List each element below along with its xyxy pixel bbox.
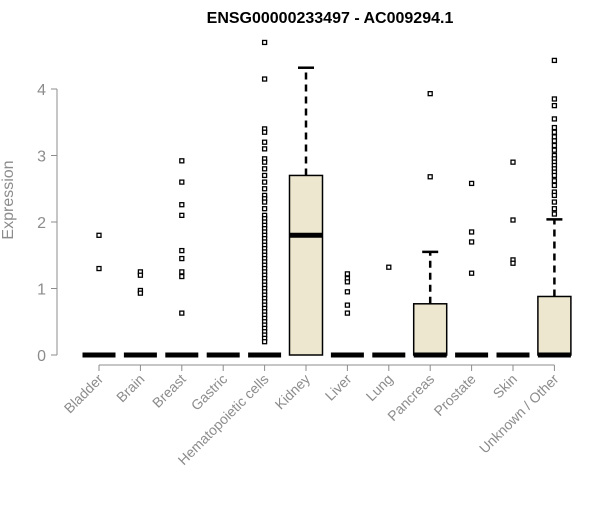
outlier-point: [551, 57, 558, 64]
box-skin: [496, 159, 530, 358]
x-tick-label: Liver: [322, 371, 355, 404]
outlier-point: [261, 199, 268, 205]
outlier-point: [551, 116, 558, 122]
box-pancreas: [412, 91, 448, 358]
outlier-point: [551, 206, 558, 212]
outlier-point: [468, 239, 475, 245]
outlier-point: [179, 255, 185, 262]
y-tick-label: 2: [37, 215, 46, 232]
box-unknown-other: [537, 57, 572, 358]
outlier-point: [137, 272, 144, 278]
outlier-point: [96, 232, 102, 238]
outlier-point: [551, 199, 558, 205]
outlier-point: [179, 273, 185, 280]
y-tick-label: 0: [37, 348, 46, 365]
outlier-point: [179, 212, 185, 219]
outlier-point: [344, 302, 351, 308]
outlier-point: [344, 289, 351, 295]
outlier-point: [261, 179, 268, 185]
outlier-point: [137, 290, 144, 296]
x-tick-label: Brain: [113, 371, 147, 405]
x-tick-label: Prostate: [431, 371, 479, 419]
outlier-point: [179, 179, 185, 185]
y-tick-label: 3: [37, 149, 46, 166]
box-bladder: [82, 232, 116, 358]
outlier-point: [179, 310, 185, 316]
outlier-point: [179, 269, 185, 275]
y-axis-label: Expression: [0, 160, 17, 239]
outlier-point: [261, 159, 268, 165]
outlier-point: [344, 271, 351, 277]
y-tick-label: 4: [37, 82, 46, 99]
outlier-point: [551, 182, 558, 189]
y-tick-label: 1: [37, 282, 46, 299]
outlier-point: [551, 129, 558, 135]
box-body: [288, 174, 324, 356]
outlier-point: [551, 147, 558, 153]
outlier-point: [510, 217, 516, 223]
outlier-point: [179, 247, 185, 254]
outlier-point: [551, 178, 558, 184]
outlier-point: [261, 129, 268, 135]
outlier-point: [179, 202, 185, 208]
outlier-point: [179, 158, 185, 164]
box-series: [82, 39, 572, 358]
outlier-point: [261, 139, 268, 145]
outlier-point: [551, 124, 558, 131]
outlier-point: [261, 206, 268, 212]
box-liver: [330, 271, 364, 358]
box-prostate: [455, 180, 489, 358]
x-tick-label: Kidney: [272, 371, 314, 413]
box-body: [412, 303, 448, 356]
outlier-point: [468, 229, 475, 235]
chart-title: ENSG00000233497 - AC009294.1: [207, 10, 454, 27]
outlier-point: [551, 192, 558, 199]
outlier-point: [551, 142, 558, 149]
outlier-point: [261, 166, 268, 172]
outlier-point: [510, 159, 516, 165]
outlier-point: [261, 339, 268, 345]
x-tick-label: Breast: [149, 371, 189, 411]
box-body: [537, 295, 572, 356]
y-axis: 0 1 2 3 4: [37, 82, 58, 365]
outlier-point: [427, 91, 433, 97]
outlier-point: [427, 174, 433, 180]
outlier-point: [551, 172, 558, 179]
outlier-point: [551, 138, 558, 144]
outlier-point: [261, 146, 268, 152]
outlier-point: [344, 279, 351, 285]
outlier-point: [386, 264, 392, 270]
outlier-point: [261, 76, 268, 82]
outlier-point: [468, 270, 475, 276]
outlier-point: [551, 96, 558, 102]
x-tick-label: Lung: [363, 371, 396, 404]
box-brain: [123, 269, 157, 358]
outlier-point: [551, 211, 558, 217]
box-kidney: [288, 66, 324, 356]
x-tick-label: Unknown / Other: [476, 371, 562, 457]
outlier-point: [96, 265, 102, 272]
outlier-point: [344, 310, 351, 316]
x-tick-label: Bladder: [61, 371, 107, 417]
outlier-point: [510, 260, 516, 266]
outlier-point: [261, 186, 268, 192]
x-tick-label: Skin: [490, 371, 521, 402]
outlier-point: [551, 102, 558, 109]
box-lung: [372, 264, 406, 358]
outlier-point: [468, 180, 475, 187]
box-breast: [165, 158, 199, 358]
box-hematopoietic-cells: [248, 39, 282, 358]
outlier-point: [261, 172, 268, 179]
outlier-point: [261, 39, 268, 46]
